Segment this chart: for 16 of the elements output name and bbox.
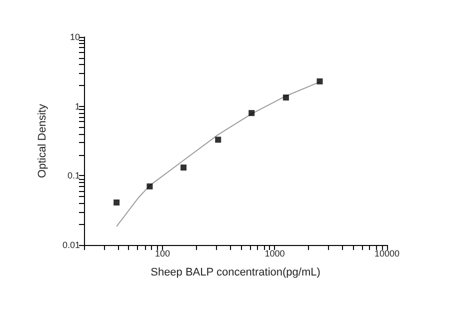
point <box>215 136 222 143</box>
y-tick-label: 10 <box>70 32 80 42</box>
point <box>282 94 289 101</box>
x-tick-label: 1000 <box>264 248 285 258</box>
y-axis-title: Optical Density <box>36 104 48 178</box>
point <box>248 110 255 116</box>
y-tick-label: 1 <box>74 101 80 112</box>
y-tick-label: 0.01 <box>62 240 80 250</box>
x-tick-label: 100 <box>154 248 170 258</box>
point <box>316 78 323 84</box>
x-tick-label: 10000 <box>374 248 400 258</box>
y-tick-label: 0.1 <box>67 170 80 181</box>
point <box>146 183 153 190</box>
point <box>114 200 120 206</box>
point <box>180 164 187 171</box>
x-axis-title: Sheep BALP concentration(pg/mL) <box>150 266 320 278</box>
